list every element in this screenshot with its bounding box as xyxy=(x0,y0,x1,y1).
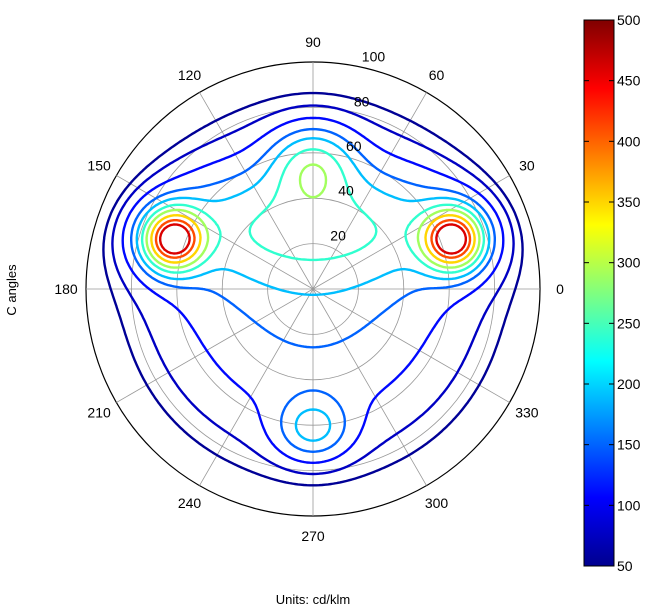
contour-level-190 xyxy=(135,137,491,442)
grid-spoke xyxy=(199,92,314,290)
angle-tick-label: 150 xyxy=(87,158,111,174)
grid-spoke xyxy=(312,175,510,290)
contour-level-410 xyxy=(154,219,472,259)
colorbar-tick-label: 350 xyxy=(617,194,641,210)
grid-spoke xyxy=(199,288,314,486)
angle-tick-label: 180 xyxy=(54,281,78,297)
angle-tick-label: 120 xyxy=(178,67,202,83)
grid-spoke xyxy=(312,288,427,486)
contour-level-60 xyxy=(102,91,524,487)
angle-tick-label: 90 xyxy=(305,34,321,50)
contour-lines xyxy=(102,91,524,487)
grid-spoke xyxy=(312,92,427,290)
contour-level-150 xyxy=(130,127,496,453)
colorbar-tick-label: 500 xyxy=(617,12,641,28)
colorbar-tick-label: 300 xyxy=(617,255,641,271)
grid-spoke xyxy=(116,288,314,403)
angle-tick-label: 60 xyxy=(429,67,445,83)
contour-level-290 xyxy=(145,163,481,269)
y-axis-label: C angles xyxy=(4,264,19,316)
angle-tick-label: 0 xyxy=(556,281,564,297)
angle-tick-label: 30 xyxy=(519,158,535,174)
colorbar-tick-label: 200 xyxy=(617,376,641,392)
colorbar-tick-label: 400 xyxy=(617,133,641,149)
colorbar-tick-label: 450 xyxy=(617,73,641,89)
angle-tick-label: 330 xyxy=(515,405,539,421)
colorbar: 50 100 150 200 250 300 350 400 450 500 xyxy=(583,12,641,574)
colorbar-tick-label: 50 xyxy=(617,558,633,574)
colorbar-tick-label: 150 xyxy=(617,437,641,453)
polar-tick-labels: 0 30 60 90 120 150 180 210 240 270 300 330 20 40 60 80 1… xyxy=(54,34,564,544)
angle-tick-label: 210 xyxy=(87,405,111,421)
angle-tick-label: 270 xyxy=(301,528,325,544)
contour-level-350 xyxy=(150,214,476,264)
grid-spoke xyxy=(312,288,510,403)
colorbar-tick-label: 100 xyxy=(617,497,641,513)
radial-tick-label: 60 xyxy=(346,138,362,154)
x-axis-label: Units: cd/klm xyxy=(276,592,350,607)
radial-tick-label: 100 xyxy=(362,49,386,65)
angle-tick-label: 300 xyxy=(425,495,449,511)
contour-level-110 xyxy=(121,116,505,464)
radial-tick-label: 80 xyxy=(354,93,370,109)
grid-spoke xyxy=(116,175,314,290)
radial-tick-label: 20 xyxy=(330,227,346,243)
contour-level-80 xyxy=(111,104,515,476)
angle-tick-label: 240 xyxy=(178,495,202,511)
colorbar-tick-label: 250 xyxy=(617,315,641,331)
contour-level-240 xyxy=(140,148,486,274)
contour-level-460 xyxy=(159,223,467,255)
radial-tick-label: 40 xyxy=(338,183,354,199)
colorbar-ticks: 50 100 150 200 250 300 350 400 450 500 xyxy=(584,12,641,574)
colorbar-gradient xyxy=(583,19,615,567)
